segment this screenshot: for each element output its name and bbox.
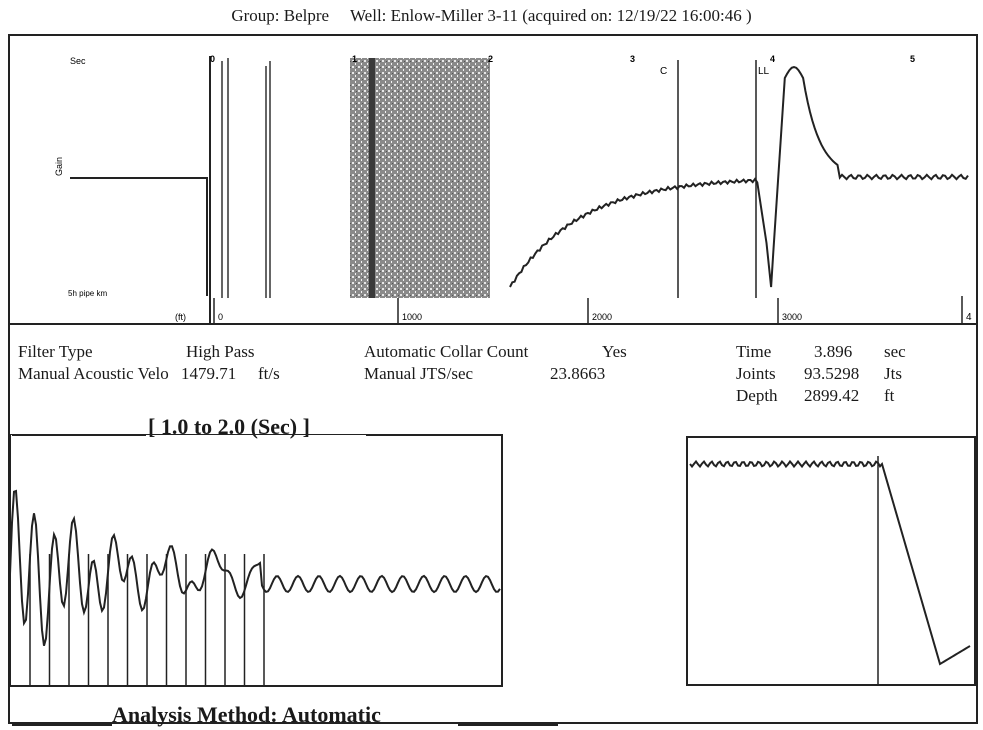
- marker-4: 4: [770, 54, 775, 64]
- jts-label: Manual JTS/sec: [364, 364, 473, 384]
- bottom-tick-row: 0 1000 2000 3000: [214, 298, 802, 324]
- time-label: Time: [736, 342, 771, 362]
- scale-bottom-label: (ft): [175, 312, 186, 322]
- scale-top-label: Sec: [70, 56, 86, 66]
- marker-5: 5: [910, 54, 915, 64]
- time-value: 3.896: [814, 342, 852, 362]
- gain-level-line: [70, 178, 207, 296]
- depth-unit: ft: [884, 386, 894, 406]
- cursor-trace-line: [690, 462, 970, 665]
- marker-0: 0: [210, 54, 215, 64]
- bottom-tick-label-0: 0: [218, 312, 223, 322]
- cursor-label-ll: LL: [758, 66, 770, 77]
- velocity-unit: ft/s: [258, 364, 280, 384]
- velocity-label: Manual Acoustic Velo: [18, 364, 169, 384]
- filter-type-value: High Pass: [186, 342, 254, 362]
- method-rule-left: [12, 724, 112, 726]
- well-label: Well: Enlow-Miller 3-11 (acquired on: 12…: [350, 6, 752, 25]
- collar-trace-line: [10, 491, 500, 646]
- scale-side-label: Gain: [54, 157, 64, 176]
- marker-3: 3: [630, 54, 635, 64]
- jts-value: 23.8663: [550, 364, 605, 384]
- cursor-detail-chart[interactable]: [686, 436, 978, 688]
- collar-detail-chart[interactable]: [10, 434, 504, 688]
- marker-2: 2: [488, 54, 493, 64]
- collar-trace-group: [10, 491, 500, 686]
- cursor-trace-group: [690, 456, 970, 684]
- header-title: Group: Belpre Well: Enlow-Miller 3-11 (a…: [0, 6, 983, 26]
- echo-trace-chart[interactable]: Sec Gain 5h pipe km (ft) 0 1 2 3 4 5 0 1000 200…: [10, 36, 976, 326]
- joints-value: 93.5298: [804, 364, 859, 384]
- joints-unit: Jts: [884, 364, 902, 384]
- collar-count-label: Automatic Collar Count: [364, 342, 528, 362]
- scale-caption: 5h pipe km: [68, 289, 107, 298]
- analysis-method-label: Analysis Method: Automatic: [112, 702, 381, 728]
- top-marker-row: 0 1 2 3 4 5: [210, 54, 915, 64]
- bottom-tick-label-1: 1000: [402, 312, 422, 322]
- cursor-label-c: C: [660, 66, 667, 77]
- edge-tick-label: 4: [966, 312, 972, 323]
- velocity-value: 1479.71: [181, 364, 236, 384]
- group-label: Group: Belpre: [231, 6, 329, 25]
- collar-chart-border: [10, 434, 502, 686]
- top-trace-group: [510, 60, 968, 298]
- bottom-tick-label-3: 3000: [782, 312, 802, 322]
- time-unit: sec: [884, 342, 906, 362]
- method-rule-right: [458, 724, 558, 726]
- collar-count-value: Yes: [602, 342, 627, 362]
- bottom-tick-label-2: 2000: [592, 312, 612, 322]
- echo-trace-line: [510, 67, 968, 287]
- joints-label: Joints: [736, 364, 776, 384]
- depth-label: Depth: [736, 386, 778, 406]
- cursor-chart-border: [687, 437, 975, 685]
- marker-1: 1: [352, 54, 357, 64]
- depth-value: 2899.42: [804, 386, 859, 406]
- filter-type-label: Filter Type: [18, 342, 93, 362]
